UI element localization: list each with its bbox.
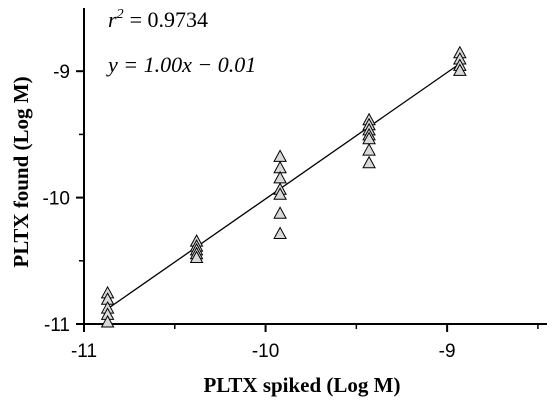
data-point-triangle: [273, 170, 287, 184]
y-tick-label: -10: [43, 189, 70, 210]
r-squared-annotation: r2 = 0.9734: [108, 7, 208, 32]
r-symbol: r: [108, 7, 117, 32]
r-squared-value: = 0.9734: [130, 7, 208, 32]
plot-area: [83, 8, 547, 328]
data-point-triangle: [189, 250, 204, 264]
x-axis-title: PLTX spiked (Log M): [203, 373, 400, 397]
data-point-triangle: [100, 314, 115, 328]
data-point-triangle: [273, 226, 287, 239]
x-tick-label: -9: [439, 341, 456, 362]
data-point-triangle: [273, 149, 287, 162]
x-tick-label: -11: [71, 341, 97, 362]
data-point-triangle: [273, 206, 287, 219]
y-axis-title: PLTX found (Log M): [9, 76, 33, 267]
data-point-triangle: [273, 187, 287, 200]
axis-ticks: -11 -10 -9 -11 -10 -9: [43, 62, 539, 362]
r-exponent: 2: [117, 7, 124, 22]
data-point-triangle: [362, 143, 376, 156]
regression-equation: y = 1.00x − 0.01: [106, 52, 256, 77]
y-tick-label: -9: [53, 62, 70, 83]
y-tick-label: -11: [44, 315, 70, 336]
data-point-triangle: [362, 155, 376, 169]
x-tick-label: -10: [252, 341, 279, 362]
data-point-triangle: [453, 63, 467, 76]
regression-line: [107, 63, 461, 310]
